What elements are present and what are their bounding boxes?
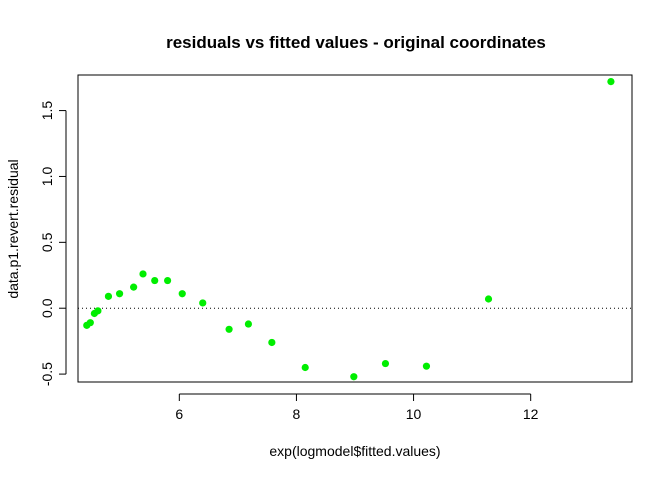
x-tick-label: 12 bbox=[523, 406, 539, 422]
data-point bbox=[484, 295, 493, 303]
data-point bbox=[151, 276, 159, 285]
data-point bbox=[104, 292, 113, 300]
data-point bbox=[381, 359, 390, 368]
data-point bbox=[225, 325, 233, 333]
chart-title: residuals vs fitted values - original co… bbox=[166, 33, 546, 52]
data-point bbox=[301, 363, 309, 372]
y-tick-label: 1.0 bbox=[39, 167, 55, 187]
data-point bbox=[164, 276, 172, 285]
data-point bbox=[350, 373, 358, 381]
y-tick-label: -0.5 bbox=[39, 362, 55, 386]
x-tick-label: 6 bbox=[175, 406, 183, 422]
data-point bbox=[199, 299, 207, 307]
x-tick-label: 10 bbox=[406, 406, 422, 422]
data-point bbox=[422, 362, 431, 370]
y-tick-label: 0.0 bbox=[39, 298, 55, 318]
y-tick-label: 1.5 bbox=[39, 101, 55, 121]
data-point bbox=[244, 320, 253, 328]
plot-area-frame bbox=[77, 74, 633, 383]
data-point bbox=[130, 283, 138, 291]
data-point bbox=[607, 77, 615, 86]
data-points bbox=[83, 77, 615, 381]
x-axis-label: exp(logmodel$fitted.values) bbox=[269, 443, 440, 459]
data-point bbox=[178, 290, 186, 298]
y-axis-label: data.p1.revert.residual bbox=[5, 159, 21, 298]
data-point bbox=[86, 319, 94, 327]
y-axis: -0.5 0.0 0.5 1.0 1.5 bbox=[39, 101, 67, 386]
data-point bbox=[139, 270, 147, 278]
data-point bbox=[268, 338, 276, 347]
y-tick-label: 0.5 bbox=[39, 232, 55, 252]
data-point bbox=[115, 290, 124, 298]
data-point bbox=[94, 307, 102, 315]
x-axis: 6 8 10 12 bbox=[175, 393, 539, 422]
x-tick-label: 8 bbox=[293, 406, 301, 422]
